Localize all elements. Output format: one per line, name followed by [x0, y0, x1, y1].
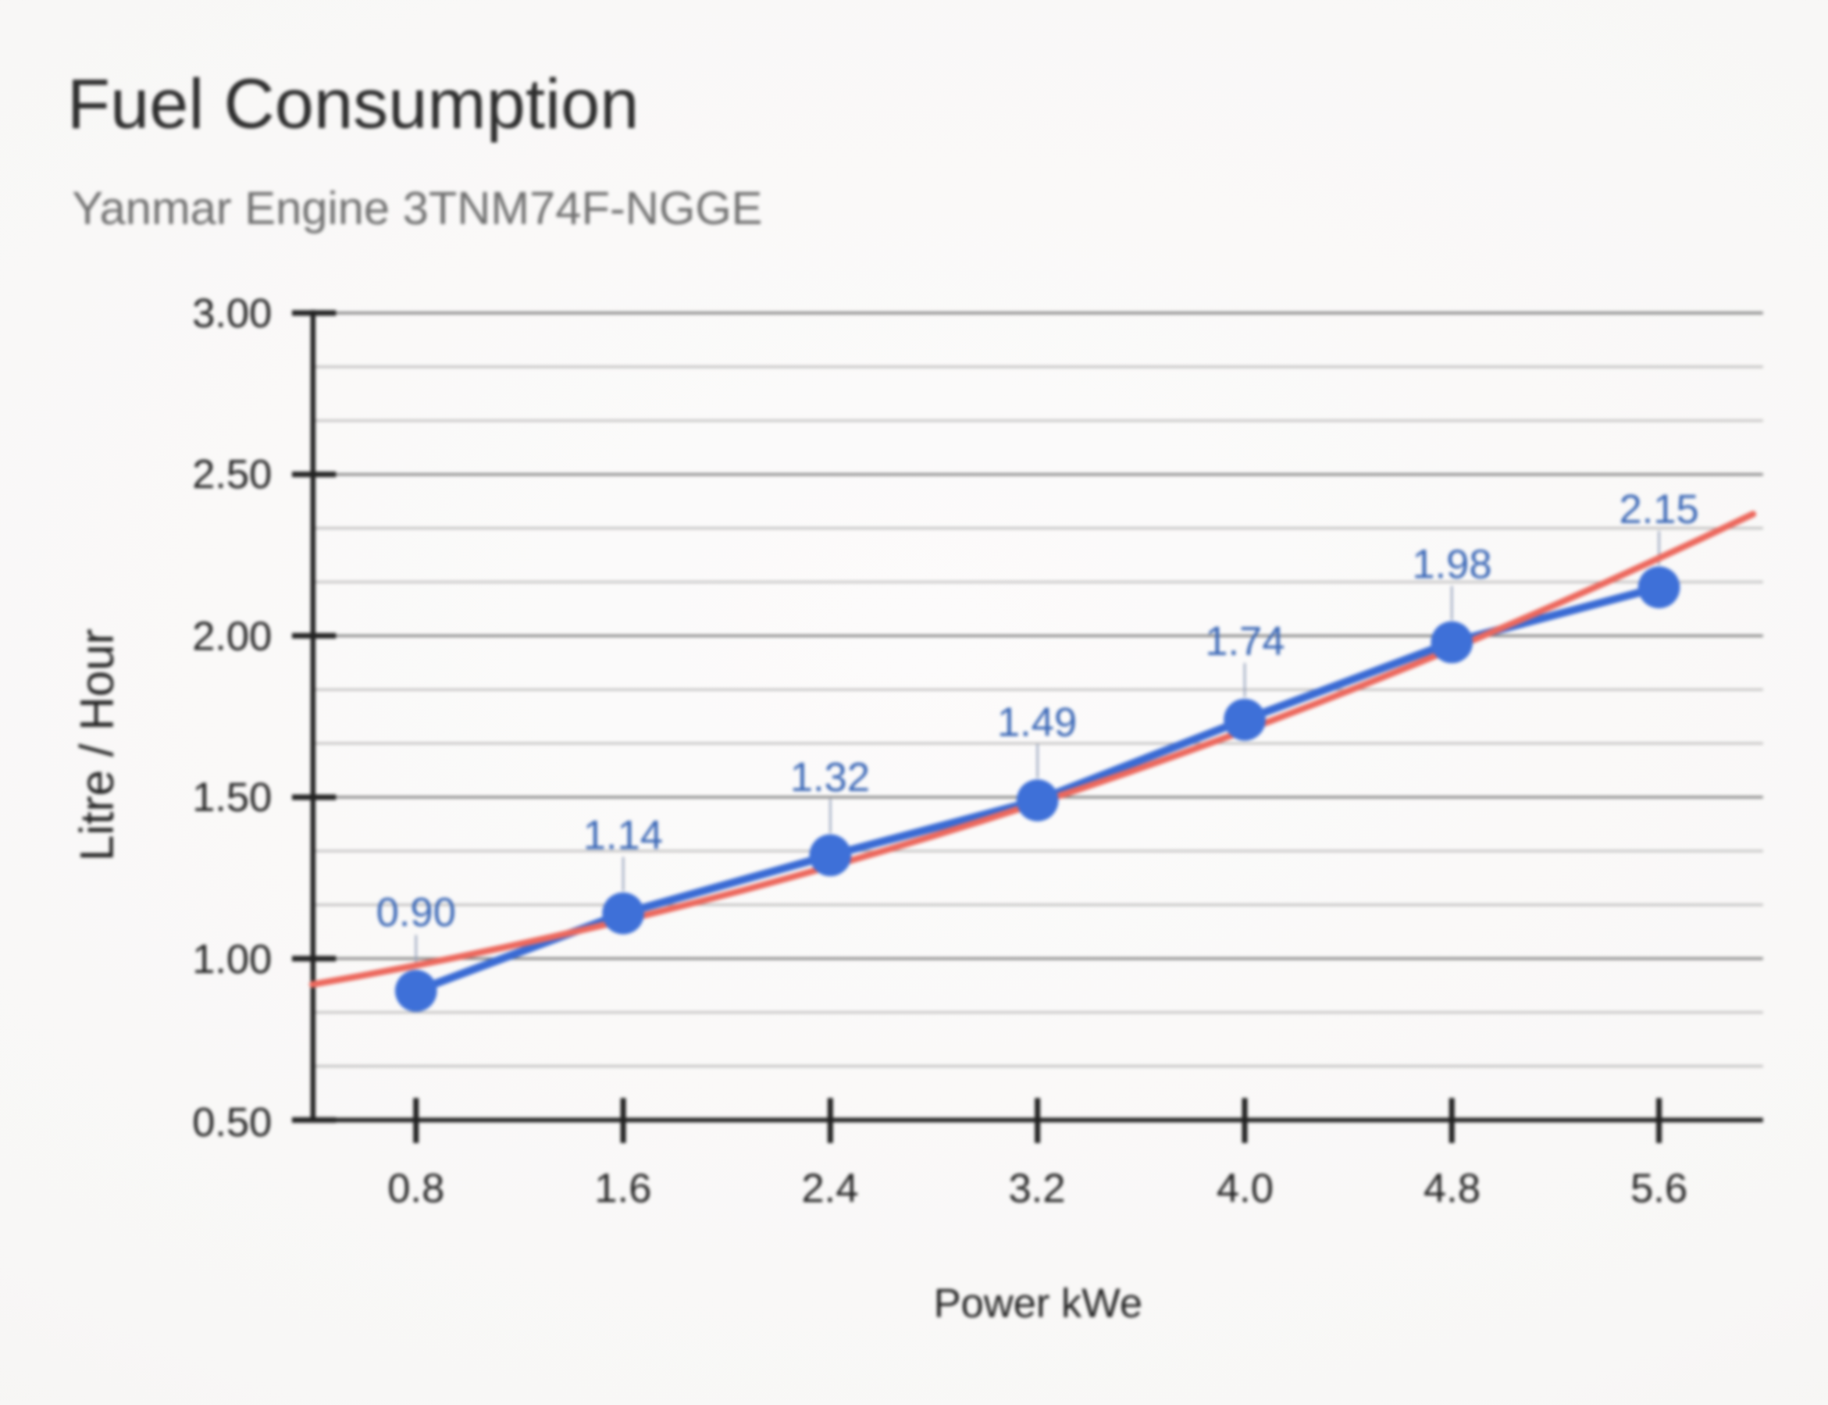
- svg-text:2.50: 2.50: [192, 451, 272, 497]
- svg-text:Fuel Consumption: Fuel Consumption: [67, 64, 639, 143]
- svg-text:Litre / Hour: Litre / Hour: [70, 629, 123, 861]
- svg-text:1.32: 1.32: [790, 754, 870, 800]
- svg-text:2.4: 2.4: [802, 1165, 859, 1211]
- svg-text:3.2: 3.2: [1009, 1165, 1066, 1211]
- svg-text:1.14: 1.14: [583, 812, 663, 858]
- svg-text:Yanmar Engine 3TNM74F-NGGE: Yanmar Engine 3TNM74F-NGGE: [72, 182, 763, 234]
- svg-text:1.49: 1.49: [997, 699, 1077, 745]
- svg-text:1.74: 1.74: [1205, 618, 1285, 664]
- svg-text:4.8: 4.8: [1424, 1165, 1481, 1211]
- svg-text:1.98: 1.98: [1412, 541, 1492, 587]
- svg-text:2.15: 2.15: [1619, 486, 1699, 532]
- svg-text:1.6: 1.6: [595, 1165, 652, 1211]
- svg-text:2.00: 2.00: [192, 613, 272, 659]
- svg-text:0.8: 0.8: [388, 1165, 445, 1211]
- svg-text:4.0: 4.0: [1217, 1165, 1274, 1211]
- svg-text:0.90: 0.90: [376, 889, 456, 935]
- svg-text:0.50: 0.50: [192, 1099, 272, 1145]
- svg-text:1.50: 1.50: [192, 774, 272, 820]
- svg-text:Power kWe: Power kWe: [934, 1280, 1143, 1326]
- svg-text:5.6: 5.6: [1631, 1165, 1688, 1211]
- svg-text:1.00: 1.00: [192, 936, 272, 982]
- svg-text:3.00: 3.00: [192, 290, 272, 336]
